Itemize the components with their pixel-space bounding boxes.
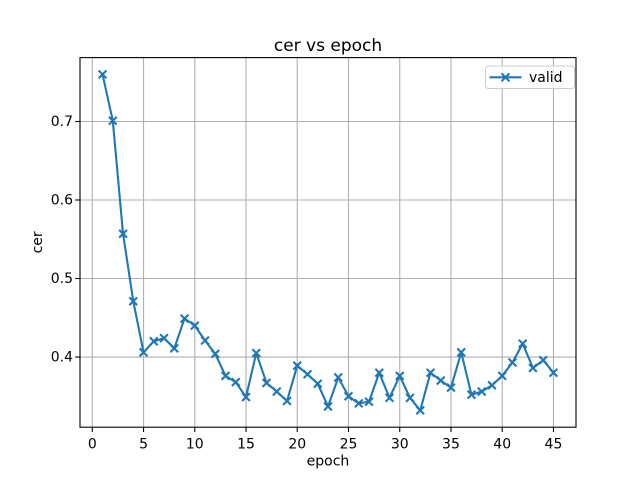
valid-series-markers bbox=[97, 69, 559, 416]
data-point-marker bbox=[323, 401, 333, 412]
data-point-marker bbox=[456, 347, 466, 357]
data-point-marker bbox=[446, 382, 456, 393]
data-point-marker bbox=[343, 391, 354, 401]
data-point-marker bbox=[466, 390, 477, 400]
y-tick-label: 0.4 bbox=[51, 350, 73, 366]
data-point-marker bbox=[292, 361, 302, 371]
data-point-marker bbox=[436, 375, 446, 386]
data-point-marker bbox=[97, 69, 108, 80]
y-axis-tick-labels: 0.4 0.5 0.6 0.7 bbox=[51, 114, 73, 366]
data-point-marker bbox=[354, 398, 364, 408]
data-point-marker bbox=[333, 372, 343, 383]
legend-x-marker-icon bbox=[500, 72, 511, 82]
x-axis-tick-labels: 0 5 10 15 20 25 30 35 40 45 bbox=[88, 437, 563, 453]
data-point-marker bbox=[128, 296, 138, 306]
x-tick-label: 25 bbox=[340, 437, 358, 453]
data-point-marker bbox=[415, 405, 425, 416]
legend: valid bbox=[485, 65, 575, 89]
data-point-marker bbox=[384, 393, 395, 403]
x-tick-label: 20 bbox=[288, 437, 306, 453]
data-point-marker bbox=[190, 320, 200, 331]
x-tick-label: 15 bbox=[237, 437, 255, 453]
x-axis-ticks bbox=[91, 427, 555, 432]
x-tick-label: 0 bbox=[88, 437, 97, 453]
data-point-marker bbox=[149, 336, 159, 346]
legend-box bbox=[485, 65, 575, 89]
data-point-marker bbox=[528, 363, 538, 373]
data-point-marker bbox=[477, 386, 487, 397]
data-point-marker bbox=[272, 386, 282, 397]
y-tick-label: 0.5 bbox=[51, 271, 73, 287]
legend-label: valid bbox=[529, 70, 563, 86]
data-point-marker bbox=[108, 116, 118, 126]
data-point-marker bbox=[313, 379, 323, 389]
x-tick-label: 45 bbox=[545, 437, 563, 453]
data-point-marker bbox=[241, 392, 251, 402]
x-tick-label: 40 bbox=[493, 437, 511, 453]
data-point-marker bbox=[497, 371, 507, 381]
data-point-marker bbox=[302, 369, 313, 379]
data-point-marker bbox=[507, 357, 518, 368]
data-point-marker bbox=[231, 377, 241, 387]
plot-border bbox=[79, 57, 577, 428]
y-axis-ticks bbox=[75, 120, 80, 358]
y-axis-label: cer bbox=[30, 231, 46, 253]
y-tick-label: 0.6 bbox=[51, 193, 73, 209]
data-point-marker bbox=[364, 397, 374, 407]
data-point-marker bbox=[405, 393, 415, 403]
x-tick-label: 5 bbox=[139, 437, 148, 453]
data-point-marker bbox=[261, 378, 272, 388]
data-point-marker bbox=[220, 371, 231, 381]
data-point-marker bbox=[282, 396, 292, 406]
x-tick-label: 35 bbox=[442, 437, 460, 453]
data-point-marker bbox=[159, 333, 169, 343]
x-axis-label: epoch bbox=[307, 454, 350, 470]
y-tick-label: 0.7 bbox=[51, 114, 73, 130]
data-point-marker bbox=[548, 368, 559, 378]
data-point-marker bbox=[138, 347, 149, 357]
data-point-marker bbox=[425, 368, 436, 378]
data-point-marker bbox=[251, 348, 261, 358]
data-point-marker bbox=[518, 339, 528, 349]
valid-series-line bbox=[101, 74, 555, 412]
chart-title: cer vs epoch bbox=[274, 36, 382, 56]
data-point-marker bbox=[210, 349, 220, 359]
data-point-marker bbox=[395, 371, 405, 381]
data-point-marker bbox=[374, 368, 384, 378]
data-point-marker bbox=[179, 313, 190, 324]
data-point-marker bbox=[487, 380, 497, 390]
x-tick-label: 10 bbox=[186, 437, 204, 453]
x-tick-label: 30 bbox=[391, 437, 409, 453]
grid-layer bbox=[80, 57, 576, 428]
data-point-marker bbox=[200, 335, 210, 346]
data-point-marker bbox=[118, 229, 128, 239]
data-point-marker bbox=[538, 355, 548, 365]
data-point-marker bbox=[169, 343, 179, 354]
